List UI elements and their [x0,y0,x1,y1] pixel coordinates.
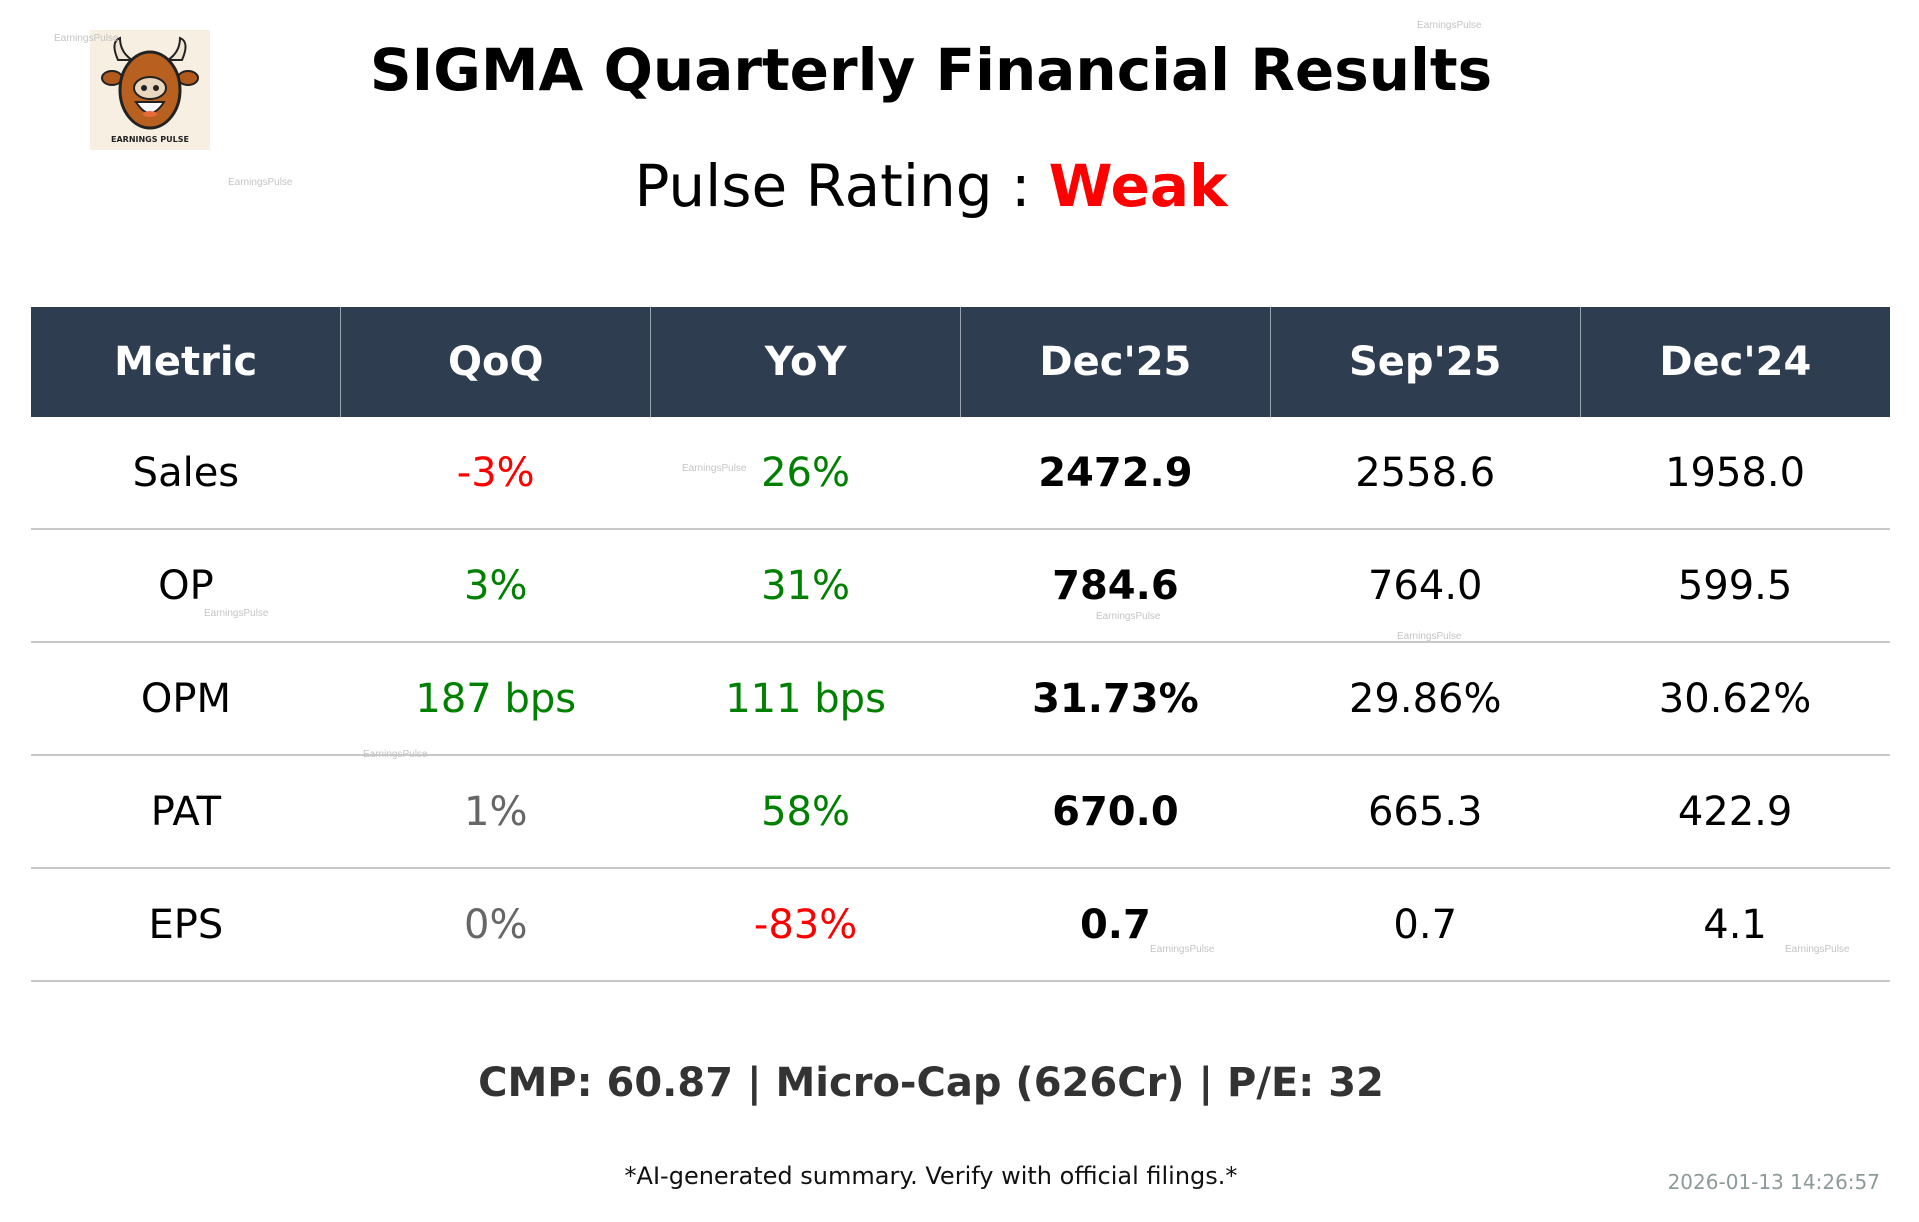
yoy-cell: 31% [650,529,961,643]
table-row: EPS 0% -83% 0.7 0.7 4.1 [31,868,1890,982]
pulse-rating: Pulse Rating : Weak [0,152,1862,220]
watermark: EarningsPulse [1150,944,1215,955]
yoy-cell: 111 bps [650,642,961,756]
current-value-cell: 2472.9 [960,417,1271,530]
timestamp: 2026-01-13 14:26:57 [1667,1170,1880,1194]
watermark: EarningsPulse [204,608,269,619]
metric-cell: Sales [31,417,341,530]
page-title: SIGMA Quarterly Financial Results [369,36,1493,104]
table-row: OPM 187 bps 111 bps 31.73% 29.86% 30.62% [31,642,1890,756]
last-year-value-cell: 4.1 [1580,868,1890,982]
metric-cell: PAT [31,755,341,869]
table-row: PAT 1% 58% 670.0 665.3 422.9 [31,755,1890,869]
last-year-value-cell: 422.9 [1580,755,1890,869]
qoq-cell: 1% [340,755,651,869]
header-qoq: QoQ [340,307,651,417]
last-year-value-cell: 1958.0 [1580,417,1890,530]
metric-cell: EPS [31,868,341,982]
header-previous: Sep'25 [1269,307,1581,417]
metric-cell: OP [31,529,341,643]
table-row: Sales -3% 26% 2472.9 2558.6 1958.0 [31,417,1890,530]
rating-value: Weak [1048,152,1228,220]
last-year-value-cell: 30.62% [1580,642,1890,756]
yoy-cell: -83% [650,868,961,982]
current-value-cell: 670.0 [960,755,1271,869]
yoy-cell: 26% [650,417,961,530]
table-header: Metric QoQ YoY Dec'25 Sep'25 Dec'24 [31,307,1890,417]
rating-label: Pulse Rating : [634,152,1031,220]
previous-value-cell: 29.86% [1270,642,1581,756]
metric-cell: OPM [31,642,341,756]
watermark: EarningsPulse [1785,944,1850,955]
previous-value-cell: 764.0 [1270,529,1581,643]
earnings-pulse-logo: EARNINGS PULSE [90,30,210,150]
previous-value-cell: 0.7 [1270,868,1581,982]
bull-icon: EARNINGS PULSE [101,36,199,144]
watermark: EarningsPulse [682,463,747,474]
table-row: OP 3% 31% 784.6 764.0 599.5 [31,529,1890,643]
qoq-cell: 3% [340,529,651,643]
previous-value-cell: 2558.6 [1270,417,1581,530]
header-current: Dec'25 [959,307,1271,417]
disclaimer: *AI-generated summary. Verify with offic… [624,1162,1238,1190]
last-year-value-cell: 599.5 [1580,529,1890,643]
watermark: EarningsPulse [54,33,119,44]
qoq-cell: -3% [340,417,651,530]
watermark: EarningsPulse [1397,631,1462,642]
yoy-cell: 58% [650,755,961,869]
current-value-cell: 31.73% [960,642,1271,756]
results-table: Metric QoQ YoY Dec'25 Sep'25 Dec'24 Sale… [31,307,1890,982]
qoq-cell: 187 bps [340,642,651,756]
watermark: EarningsPulse [228,177,293,188]
svg-text:EARNINGS PULSE: EARNINGS PULSE [111,135,189,144]
qoq-cell: 0% [340,868,651,982]
valuation-summary: CMP: 60.87 | Micro-Cap (626Cr) | P/E: 32 [478,1060,1384,1106]
watermark: EarningsPulse [1096,611,1161,622]
header-last-year: Dec'24 [1579,307,1890,417]
current-value-cell: 784.6 [960,529,1271,643]
previous-value-cell: 665.3 [1270,755,1581,869]
current-value-cell: 0.7 [960,868,1271,982]
header-yoy: YoY [650,307,961,417]
header-metric: Metric [31,307,341,417]
watermark: EarningsPulse [1417,20,1482,31]
watermark: EarningsPulse [363,749,428,760]
